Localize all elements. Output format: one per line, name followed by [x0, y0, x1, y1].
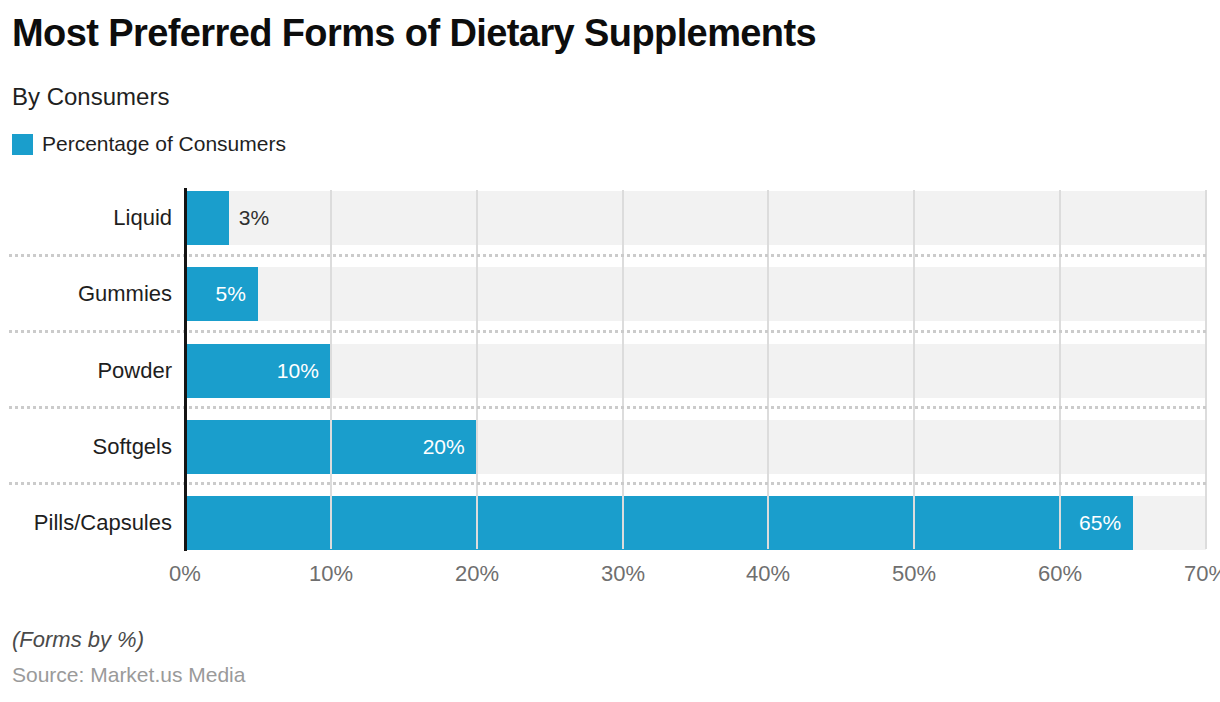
x-tick-label: 20% — [437, 561, 517, 587]
page-title: Most Preferred Forms of Dietary Suppleme… — [12, 12, 816, 55]
x-tick-label: 40% — [728, 561, 808, 587]
bar — [185, 191, 229, 245]
row-band: 10% — [185, 344, 1206, 398]
footer-source: Source: Market.us Media — [12, 663, 245, 687]
bar-value-label: 10% — [277, 344, 319, 398]
row-separator — [9, 406, 1206, 409]
category-label: Softgels — [0, 420, 172, 474]
chart-subtitle: By Consumers — [12, 83, 169, 111]
x-tick-label: 0% — [145, 561, 225, 587]
legend: Percentage of Consumers — [12, 132, 286, 156]
row-band: 5% — [185, 267, 1206, 321]
bar-value-label: 5% — [216, 267, 246, 321]
x-tick-label: 10% — [291, 561, 371, 587]
legend-label: Percentage of Consumers — [42, 132, 286, 156]
footer-note: (Forms by %) — [12, 627, 144, 653]
bar-value-label: 65% — [1079, 496, 1121, 550]
bar-value-label: 3% — [239, 191, 269, 245]
gridline — [622, 190, 624, 549]
gridline — [1059, 190, 1061, 549]
y-axis-line — [184, 188, 187, 551]
gridline — [476, 190, 478, 549]
x-tick-label: 30% — [583, 561, 663, 587]
row-band: 3% — [185, 191, 1206, 245]
category-label: Powder — [0, 344, 172, 398]
bar — [185, 496, 1133, 550]
row-band: 65% — [185, 496, 1206, 550]
x-tick-label: 50% — [874, 561, 954, 587]
row-separator — [9, 330, 1206, 333]
x-tick-label: 60% — [1020, 561, 1100, 587]
row-band: 20% — [185, 420, 1206, 474]
row-separator — [9, 482, 1206, 485]
bar-value-label: 20% — [423, 420, 465, 474]
gridline — [330, 190, 332, 549]
category-label: Pills/Capsules — [0, 496, 172, 550]
category-label: Gummies — [0, 267, 172, 321]
legend-swatch-icon — [12, 134, 33, 155]
gridline — [767, 190, 769, 549]
gridline — [1205, 190, 1207, 549]
row-separator — [9, 254, 1206, 257]
gridline — [913, 190, 915, 549]
chart-plot-area: Liquid Gummies Powder Softgels Pills/Cap… — [0, 190, 1220, 549]
category-label: Liquid — [0, 191, 172, 245]
x-tick-label: 70% — [1166, 561, 1220, 587]
